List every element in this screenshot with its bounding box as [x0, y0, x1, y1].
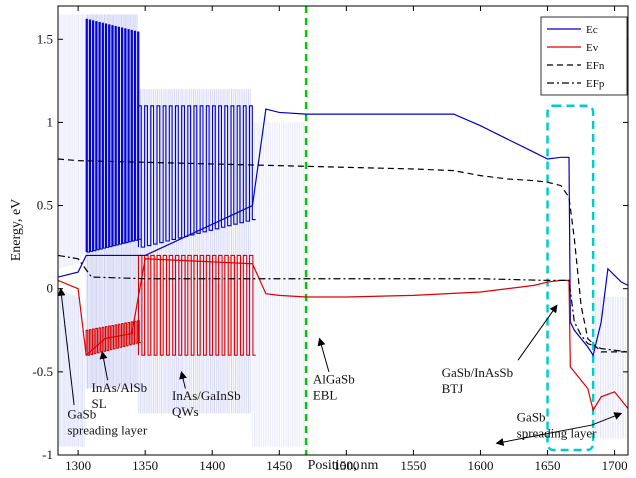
annotation-label-line: EBL	[313, 387, 338, 402]
series-efn-line	[58, 158, 628, 353]
x-tick-label: 1550	[400, 458, 426, 473]
annotation-label-line: spreading layer	[67, 422, 147, 437]
btj-highlight-box	[546, 104, 595, 452]
series-efp-line	[58, 254, 628, 353]
y-axis-label: Energy, eV	[9, 199, 24, 262]
annotation-arrow	[495, 424, 592, 446]
x-tick-label: 1350	[132, 458, 158, 473]
x-tick-label: 1700	[602, 458, 628, 473]
annotation-label-line: GaSb	[67, 406, 96, 421]
legend-label-ev: Ev	[586, 42, 599, 54]
annotation-label-line: spreading layer	[517, 426, 597, 441]
annotation-arrow	[317, 337, 330, 372]
plot-frame	[57, 5, 629, 456]
series-ec-line	[58, 108, 628, 357]
annotation-arrow	[57, 287, 75, 406]
annotation-label-line: GaSb/InAsSb	[442, 365, 514, 380]
annotation-label-line: BTJ	[442, 381, 464, 396]
series-ev-line	[58, 258, 628, 412]
y-tick-label: 0	[47, 281, 54, 296]
annotation-label-line: AlGaSb	[313, 371, 355, 386]
x-axis-label: Position, nm	[308, 458, 379, 473]
x-tick-label: 1300	[65, 458, 91, 473]
ev-qw-oscillation	[137, 254, 256, 356]
x-tick-label: 1650	[535, 458, 561, 473]
y-tick-label: 1.5	[37, 31, 53, 46]
annotation-label: GaSb spreading layer	[67, 406, 147, 437]
annotation-label-line: InAs/GaInSb	[172, 388, 241, 403]
annotation-arrow	[179, 370, 187, 389]
annotation-label: GaSb spreading layer	[517, 410, 597, 441]
shade-left-upper	[58, 14, 85, 269]
x-tick-label: 1600	[467, 458, 493, 473]
axes: 1300 1350 1400 1450 1500 1550 1600 1650 1700 -1 -0…	[32, 6, 628, 473]
legend-label-ec: Ec	[586, 24, 598, 36]
annotation-label: AlGaSb EBL	[313, 371, 355, 402]
legend-label-efp: EFp	[586, 78, 605, 90]
y-tick-label: 0.5	[37, 198, 53, 213]
annotation-label: GaSb/InAsSb BTJ	[442, 365, 514, 396]
shade-right	[592, 297, 627, 439]
annotation-label-line: InAs/AlSb	[92, 380, 148, 395]
annotation-arrow	[517, 304, 558, 361]
annotation-label-line: GaSb	[517, 410, 546, 425]
legend-box	[540, 16, 628, 96]
annotation-label-line: QWs	[172, 404, 199, 419]
shade-contact	[251, 122, 305, 447]
y-tick-label: 1	[47, 114, 54, 129]
region-markers	[304, 6, 595, 455]
ec-sl-oscillation	[85, 18, 141, 253]
legend-label-efn: EFn	[586, 60, 605, 72]
legend: Ec Ev EFn EFp	[540, 16, 628, 96]
x-tick-label: 1400	[199, 458, 225, 473]
y-tick-label: -1	[42, 447, 53, 462]
x-tick-label: 1450	[266, 458, 292, 473]
ev-sl-oscillation	[85, 320, 141, 356]
annotation-arrow	[591, 412, 623, 426]
series-lines	[58, 18, 628, 412]
x-tick-label: 1500	[333, 458, 359, 473]
ec-qw-oscillation	[137, 105, 256, 248]
annotation-label: InAs/AlSb SL	[92, 380, 148, 411]
annotation-arrow	[99, 350, 109, 381]
annotation-label: InAs/GaInSb QWs	[172, 388, 241, 419]
annotation-label-line: SL	[92, 396, 107, 411]
y-tick-label: -0.5	[32, 364, 53, 379]
